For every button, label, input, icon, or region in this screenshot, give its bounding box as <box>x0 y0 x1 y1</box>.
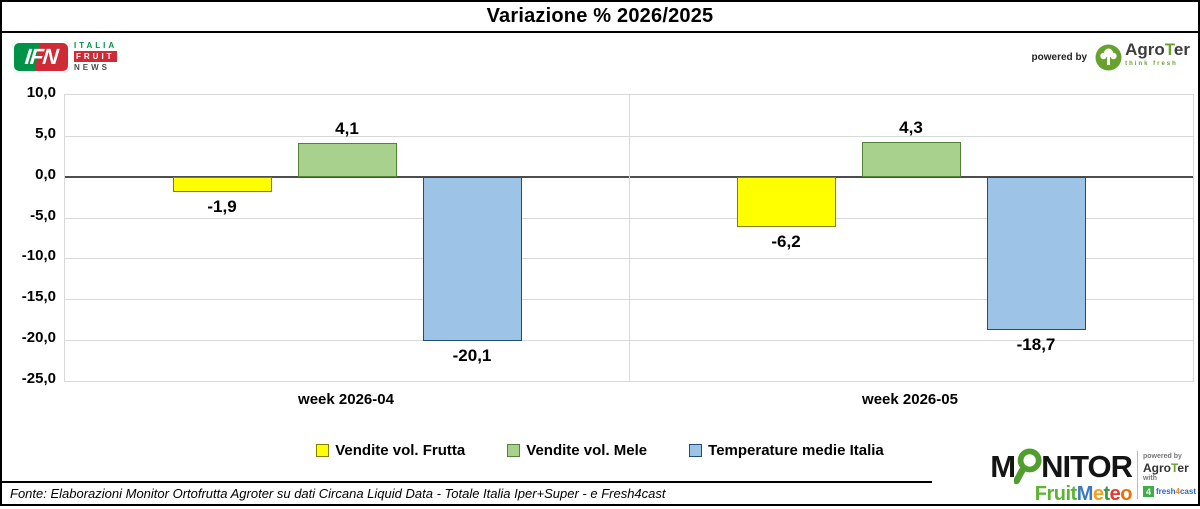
ifn-logo: IFN ITALIA FRUIT NEWS <box>12 41 118 73</box>
fruitmeteo-letter: o <box>1120 482 1132 505</box>
ifn-line-fruit: FRUIT <box>74 51 118 62</box>
legend-item: Vendite vol. Mele <box>507 442 647 459</box>
legend-swatch-icon <box>316 444 330 457</box>
y-axis-label: 10,0 <box>26 84 56 101</box>
fruitmeteo-fruit: Fruit <box>1034 482 1077 505</box>
agroter-logo: AgroTer think fresh <box>1095 40 1190 72</box>
bar-value-label: -20,1 <box>452 345 492 365</box>
legend-label: Vendite vol. Frutta <box>335 442 466 459</box>
bar-value-label: 4,3 <box>899 117 923 137</box>
agroter-wordmark: AgroTer think fresh <box>1125 40 1190 72</box>
title-bar: Variazione % 2026/2025 <box>2 2 1198 33</box>
monitor-powered-by-label: powered by <box>1142 453 1182 460</box>
y-axis-label: -10,0 <box>21 247 56 265</box>
plot-area: -1,9 4,1 -20,1 -6,2 4,3 -18,7 <box>64 94 1194 382</box>
fresh4cast-name: fresh4cast <box>1155 486 1196 496</box>
chart-bar <box>297 143 397 177</box>
footer-source-bar: Fonte: Elaborazioni Monitor Ortofrutta A… <box>2 481 932 504</box>
fresh4cast-logo: 4 fresh4cast <box>1142 486 1196 497</box>
monitor-agroter-name: AgroTer <box>1142 461 1189 475</box>
agroter-tagline: think fresh <box>1125 61 1178 67</box>
bar-value-label: -1,9 <box>207 197 237 217</box>
chart-bar <box>172 176 272 193</box>
ifn-logo-text: ITALIA FRUIT NEWS <box>74 41 118 72</box>
bar-value-label: 4,1 <box>335 119 359 139</box>
monitor-powered-by: powered by AgroTer with 4 fresh4cast <box>1142 452 1196 497</box>
y-axis-label: 5,0 <box>35 124 56 142</box>
y-axis-label: 0,0 <box>35 165 56 183</box>
monitor-word: M NITOR <box>990 447 1133 487</box>
legend-item: Vendite vol. Frutta <box>316 442 465 459</box>
powered-by-agroter: powered by AgroTer think fresh <box>1031 40 1190 72</box>
y-axis-label: -15,0 <box>21 288 56 306</box>
monitor-wordmark: M NITOR FruitMeteo <box>932 447 1133 505</box>
fruitmeteo-letter: M <box>1076 482 1094 505</box>
chart-legend: Vendite vol. Frutta Vendite vol. Mele Temp… <box>2 442 1198 459</box>
chart-bar <box>422 176 522 341</box>
ifn-logo-icon: IFN <box>12 41 70 73</box>
ifn-line-news: NEWS <box>74 63 110 72</box>
powered-by-label: powered by <box>1031 51 1088 63</box>
fresh4cast-icon: 4 <box>1142 486 1154 497</box>
monitor-with-label: with <box>1142 475 1157 482</box>
legend-label: Vendite vol. Mele <box>526 442 648 459</box>
fruitmeteo-word: FruitMeteo <box>1034 482 1133 505</box>
monitor-word-rest: NITOR <box>1041 448 1133 484</box>
logo-divider <box>1137 450 1138 499</box>
ifn-logo-abbr: IFN <box>23 44 59 69</box>
fruitmeteo-letter: e <box>1109 482 1121 505</box>
bar-value-label: -18,7 <box>1016 334 1056 354</box>
y-axis-label: -5,0 <box>30 206 56 224</box>
chart-bar <box>861 141 961 177</box>
source-text: Fonte: Elaborazioni Monitor Ortofrutta A… <box>10 486 666 501</box>
legend-item: Temperature medie Italia <box>689 442 884 459</box>
bar-value-label: -6,2 <box>771 232 801 252</box>
agroter-name: AgroTer <box>1125 40 1190 59</box>
x-axis-label: week 2026-05 <box>862 391 958 408</box>
monitor-fruitmeteo-logo: M NITOR FruitMeteo powered by AgroTer wi… <box>932 446 1196 505</box>
monitor-word-prefix: M <box>990 448 1016 484</box>
legend-swatch-icon <box>507 444 521 457</box>
x-axis-label: week 2026-04 <box>298 391 394 408</box>
legend-swatch-icon <box>689 444 703 457</box>
fruitmeteo-letter: t <box>1103 482 1110 505</box>
agroter-tree-icon <box>1095 44 1122 70</box>
y-axis-label: -20,0 <box>21 329 56 347</box>
ifn-line-italia: ITALIA <box>74 41 118 50</box>
fruitmeteo-meteo: Meteo <box>1076 482 1133 505</box>
chart-bar <box>986 176 1086 330</box>
y-axis-label: -25,0 <box>21 370 56 387</box>
legend-label: Temperature medie Italia <box>708 442 884 459</box>
chart-bar <box>736 176 836 228</box>
fruitmeteo-letter: e <box>1092 482 1104 505</box>
page-title: Variazione % 2026/2025 <box>486 5 714 27</box>
magnifier-icon <box>1014 447 1042 484</box>
category-divider-line <box>629 95 630 381</box>
